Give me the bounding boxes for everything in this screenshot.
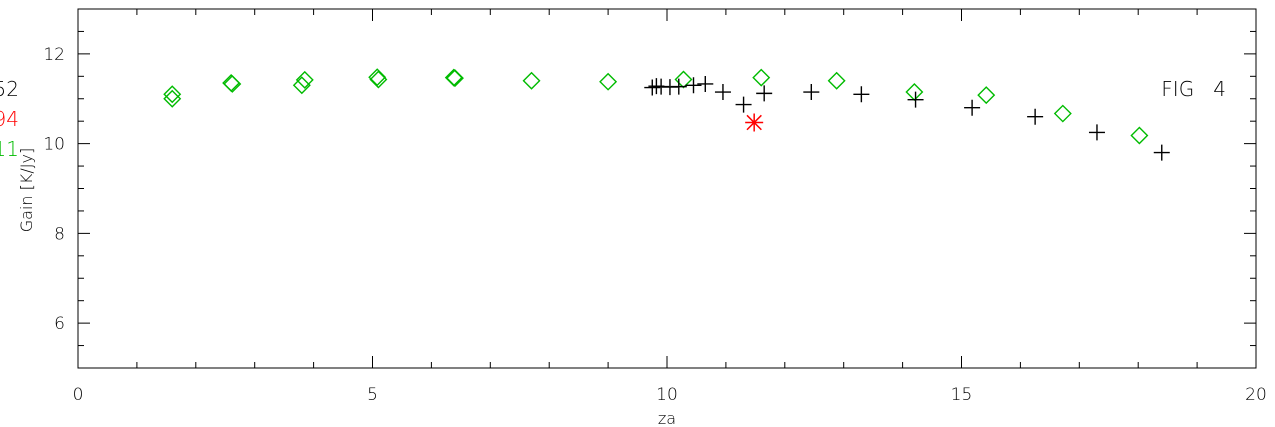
x-tick-label: 5 [367, 385, 378, 405]
x-tick-labels: 0 5 10 15 20 [73, 385, 1267, 405]
plus-point [670, 78, 687, 95]
diamond-point [163, 85, 182, 104]
plus-point [907, 91, 924, 108]
diamond-point [977, 86, 996, 105]
diamond-point [223, 74, 242, 93]
y-tick-label: 12 [43, 45, 65, 65]
plus-point [756, 85, 773, 102]
diamond-point [369, 70, 388, 89]
diamond-point [445, 69, 464, 88]
plus-point [735, 96, 752, 113]
x-axis-label: za [658, 409, 676, 427]
plus-point [714, 84, 731, 101]
diamond-point [1053, 104, 1072, 123]
diamond-point [295, 70, 314, 89]
plot-frame [77, 8, 1257, 369]
left-edge-labels: 52 94 11 [0, 77, 19, 161]
figure-annotation: FIG 4 [1161, 77, 1226, 101]
diamond-point [292, 76, 311, 95]
diamond-point [827, 71, 846, 90]
x-tick-label: 20 [1245, 385, 1267, 405]
plus-point [1088, 124, 1105, 141]
y-tick-label: 8 [54, 224, 65, 244]
asterisk-point [745, 113, 764, 132]
diamond-point [163, 89, 182, 108]
y-axis-label: Gain [K/Jy] [17, 148, 36, 232]
data-marks [163, 68, 1170, 161]
plus-point [685, 77, 702, 94]
left-edge-label: 94 [0, 107, 19, 131]
plus-point [803, 84, 820, 101]
plus-point [1027, 108, 1044, 125]
diamond-point [368, 68, 387, 87]
left-edge-label: 52 [0, 77, 19, 101]
plus-point [1153, 144, 1170, 161]
plus-point [697, 75, 714, 92]
plus-point [853, 86, 870, 103]
diamond-point [599, 72, 618, 91]
diamond-point [1130, 126, 1149, 145]
plus-point [644, 79, 661, 96]
axis-ticks [77, 8, 1257, 369]
left-edge-label: 11 [0, 137, 19, 161]
diamond-point [752, 68, 771, 87]
x-tick-label: 10 [656, 385, 678, 405]
x-tick-label: 15 [951, 385, 973, 405]
y-tick-label: 6 [54, 314, 65, 334]
diamond-point [674, 70, 693, 89]
plus-point [964, 99, 981, 116]
x-tick-label: 0 [73, 385, 84, 405]
y-tick-label: 10 [43, 135, 65, 155]
diamond-point [905, 83, 924, 102]
diamond-point [522, 71, 541, 90]
y-tick-labels: 6 8 10 12 [43, 45, 65, 334]
